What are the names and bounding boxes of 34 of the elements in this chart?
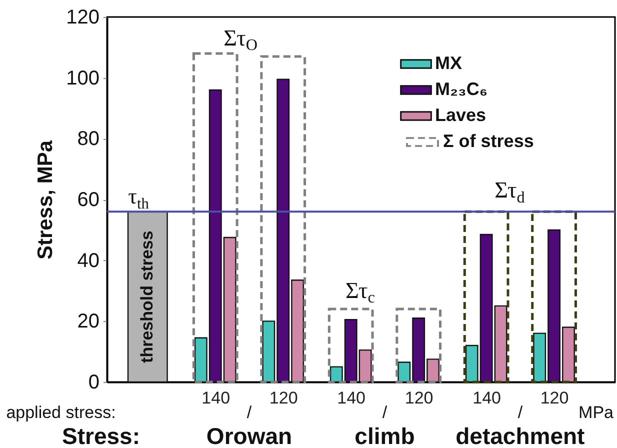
legend-label: Σ of stress: [443, 131, 534, 151]
y-tick-label: 20: [77, 310, 100, 333]
text: /: [246, 403, 252, 422]
y-tick-label: 80: [77, 128, 100, 150]
legend-label: Laves: [435, 105, 486, 125]
y-tick-label: 60: [77, 189, 100, 211]
x-tick-label: 140: [337, 388, 366, 408]
bar: [396, 308, 442, 384]
text: MPa: [578, 403, 614, 422]
y-tick-label: 120: [66, 6, 100, 28]
x-tick-label: 120: [540, 388, 569, 408]
text: /: [518, 403, 523, 422]
x-tick-label: 140: [202, 388, 230, 408]
text: Orowan: [206, 423, 292, 448]
x-tick-label: 140: [472, 388, 501, 408]
bar: [192, 52, 238, 384]
bar: [328, 308, 374, 384]
legend-label: M₂₃C₆: [435, 79, 488, 99]
y-tick-label: 40: [77, 250, 100, 272]
x-tick-label: 120: [404, 388, 434, 408]
y-axis-title: Stress, MPa: [34, 140, 58, 260]
text: climb: [354, 423, 415, 448]
x-tick-label: 120: [269, 388, 298, 408]
text: /: [382, 403, 388, 422]
y-tick-label: 0: [88, 372, 100, 394]
series-label: threshold stress: [138, 230, 157, 363]
y-tick-label: 100: [66, 67, 100, 90]
bar: [260, 55, 306, 384]
bar: [531, 210, 577, 384]
text: applied stress:: [6, 403, 116, 422]
bar: [463, 210, 510, 384]
text: Stress:: [62, 423, 140, 448]
legend-label: MX: [435, 53, 462, 73]
text: detachment: [456, 423, 586, 448]
